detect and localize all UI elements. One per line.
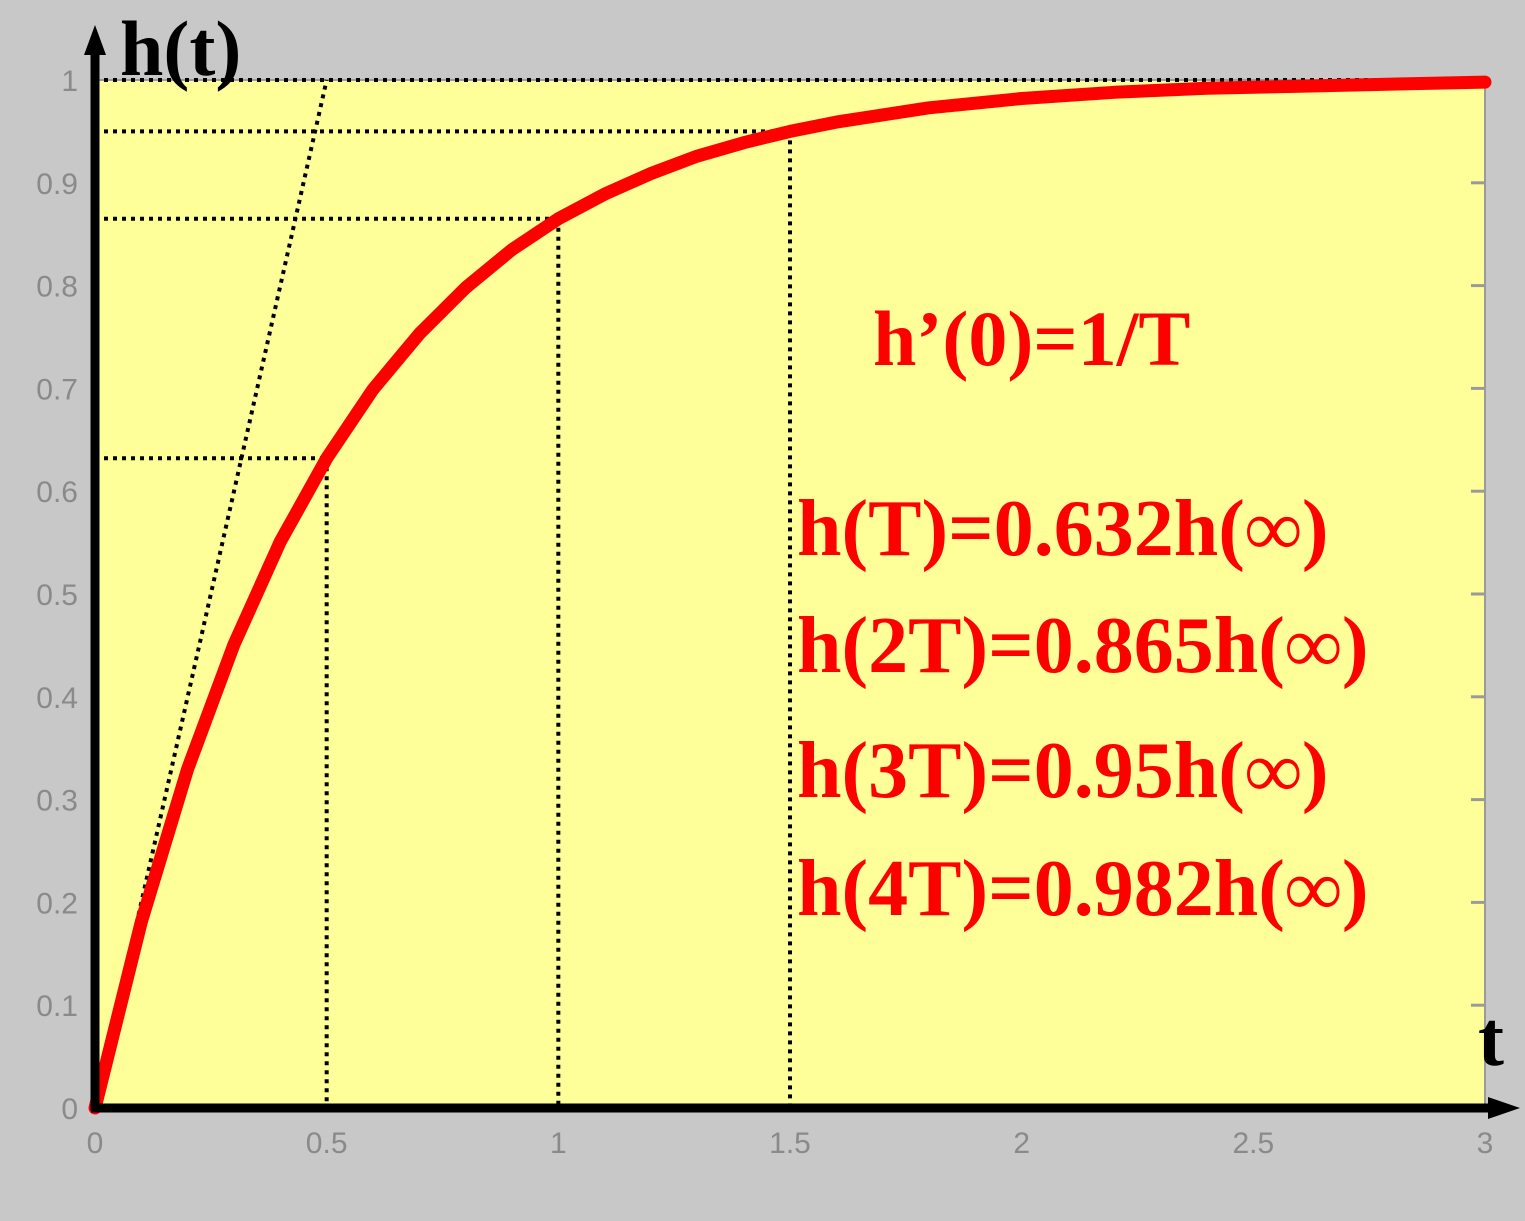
series-line bbox=[88, 75, 1492, 1115]
y-tick-label: 0.9 bbox=[36, 168, 78, 201]
x-tick-label: 1 bbox=[550, 1127, 567, 1160]
y-tick-label: 0.3 bbox=[36, 785, 78, 818]
y-tick-label: 0.6 bbox=[36, 476, 78, 509]
y-tick-label: 0.7 bbox=[36, 373, 78, 406]
y-tick-label: 0.5 bbox=[36, 579, 78, 612]
x-tick-label: 0 bbox=[87, 1127, 104, 1160]
y-axis-arrow bbox=[84, 25, 106, 55]
y-tick-label: 0.2 bbox=[36, 887, 78, 920]
x-axis-title: t bbox=[1478, 995, 1504, 1082]
annotation-derivative: h’(0)=1/T bbox=[873, 295, 1190, 382]
x-tick-label: 0.5 bbox=[306, 1127, 348, 1160]
y-tick-label: 0.8 bbox=[36, 271, 78, 304]
axes-layer bbox=[84, 25, 1520, 1119]
x-tick-label: 1.5 bbox=[769, 1127, 811, 1160]
y-tick-label: 0.1 bbox=[36, 990, 78, 1023]
y-tick-label: 0 bbox=[61, 1093, 78, 1126]
series-layer bbox=[88, 75, 1492, 1115]
x-tick-label: 3 bbox=[1477, 1127, 1494, 1160]
annotation-h-4T: h(4T)=0.982h(∞) bbox=[797, 845, 1369, 933]
y-tick-label: 0.4 bbox=[36, 682, 78, 715]
annotation-h-2T: h(2T)=0.865h(∞) bbox=[797, 602, 1369, 690]
y-tick-labels: 0 0.1 0.2 0.3 0.4 0.5 0.6 0.7 0.8 0.9 1 bbox=[36, 65, 78, 1126]
x-tick-label: 2.5 bbox=[1232, 1127, 1274, 1160]
guide-lines bbox=[93, 78, 1485, 1109]
y-axis-title: h(t) bbox=[120, 5, 241, 92]
x-tick-labels: 0 0.5 1 1.5 2 2.5 3 bbox=[87, 1127, 1494, 1160]
y-tick-label: 1 bbox=[61, 65, 78, 98]
annotation-h-T: h(T)=0.632h(∞) bbox=[797, 485, 1329, 573]
annotation-h-3T: h(3T)=0.95h(∞) bbox=[797, 727, 1329, 815]
x-tick-label: 2 bbox=[1013, 1127, 1030, 1160]
x-axis-arrow bbox=[1488, 1097, 1520, 1119]
